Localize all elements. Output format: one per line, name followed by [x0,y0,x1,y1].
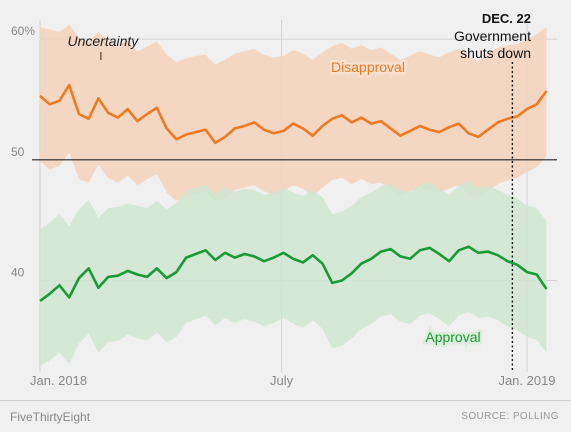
approval-chart: 40 50 60% Jan. 2018 July Jan. 2019 Disapprov… [11,11,557,388]
approval-band [40,181,547,367]
y-tick-label: 40 [11,266,25,280]
x-tick-label: Jan. 2019 [498,373,555,388]
event-date: DEC. 22 [482,11,531,26]
disapproval-line [39,83,548,145]
footer: FiveThirtyEight SOURCE: POLLING [0,400,571,432]
x-tick-label: July [270,373,294,388]
disapproval-label: Disapproval [331,59,405,75]
brand-label: FiveThirtyEight [10,410,91,424]
x-tick-label: Jan. 2018 [30,373,87,388]
annotations: Disapproval Approval Uncertainty DEC. 22 Gov… [67,11,531,372]
uncertainty-bands [40,24,547,367]
event-line1: Government [454,28,531,44]
series-lines [39,83,548,303]
y-tick-label: 60% [11,24,35,38]
disapproval-band [40,24,547,203]
event-line2: shuts down [460,45,531,61]
y-tick-label: 50 [11,145,25,159]
y-axis-labels: 40 50 60% [11,24,35,279]
uncertainty-annotation: Uncertainty [67,33,139,49]
approval-line [39,245,548,303]
source-label: SOURCE: POLLING [461,411,559,422]
x-axis-labels: Jan. 2018 July Jan. 2019 [30,373,556,388]
approval-label: Approval [425,329,480,345]
